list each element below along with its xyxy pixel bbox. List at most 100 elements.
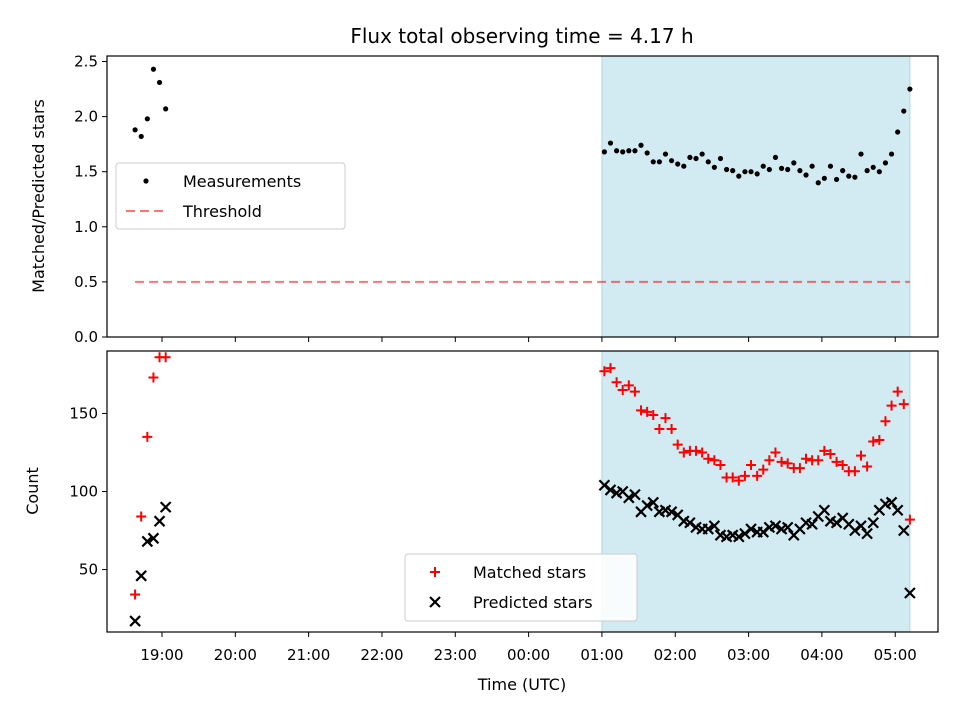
matched-star-point bbox=[605, 363, 616, 374]
measurement-point bbox=[730, 168, 736, 174]
matched-star-point bbox=[794, 463, 805, 474]
measurement-point bbox=[772, 154, 779, 160]
legend-predicted-marker bbox=[429, 596, 441, 608]
matched-star-point bbox=[758, 464, 769, 475]
legend-threshold-label: Threshold bbox=[182, 202, 262, 221]
ratio-panel: 0.0 0.5 1.0 1.5 2.0 2.5 Matched/Predicted sta… bbox=[29, 53, 939, 346]
measurement-point bbox=[144, 116, 150, 122]
measurement-point bbox=[803, 172, 809, 178]
matched-star-point bbox=[880, 416, 891, 427]
predicted-star-point bbox=[891, 504, 904, 517]
legend-box bbox=[115, 162, 346, 230]
predicted-star-point bbox=[702, 523, 715, 535]
predicted-star-point bbox=[623, 491, 635, 504]
measurement-point bbox=[687, 154, 693, 160]
measurement-point bbox=[888, 151, 895, 157]
matched-star-point bbox=[856, 450, 867, 461]
predicted-star-point bbox=[867, 516, 880, 529]
matched-star-point bbox=[697, 447, 708, 458]
matched-star-point bbox=[868, 436, 879, 447]
measurement-point bbox=[675, 161, 681, 167]
xtick-label: 19:00 bbox=[140, 646, 183, 664]
measurement-point bbox=[901, 108, 907, 114]
predicted-star-point bbox=[129, 615, 141, 627]
xtick-label: 01:00 bbox=[580, 646, 623, 664]
measurement-point bbox=[150, 66, 157, 72]
matched-star-point bbox=[849, 466, 860, 477]
matched-star-point bbox=[746, 459, 757, 470]
matched-star-point bbox=[642, 406, 653, 417]
matched-star-point bbox=[715, 459, 726, 470]
predicted-star-point bbox=[647, 496, 660, 509]
measurement-point bbox=[870, 164, 876, 170]
matched-star-point bbox=[709, 455, 720, 466]
legend-measurements-marker bbox=[143, 178, 149, 184]
measurement-point bbox=[736, 173, 742, 179]
legend-matched-marker bbox=[430, 567, 440, 577]
count-ytick-label: 100 bbox=[69, 483, 98, 501]
legend-measurements-label: Measurements bbox=[183, 172, 301, 191]
predicted-star-point bbox=[855, 520, 867, 532]
predicted-star-point bbox=[898, 524, 910, 537]
xtick-label: 20:00 bbox=[214, 646, 257, 664]
measurement-point bbox=[138, 133, 144, 140]
legend-matched-label: Matched stars bbox=[473, 563, 586, 582]
predicted-star-point bbox=[604, 484, 617, 496]
measurement-point bbox=[613, 148, 620, 154]
predicted-star-point bbox=[159, 501, 172, 513]
matched-star-point bbox=[862, 461, 873, 472]
predicted-star-point bbox=[665, 506, 678, 518]
matched-star-point bbox=[825, 449, 836, 460]
predicted-star-point bbox=[153, 515, 166, 527]
measurement-point bbox=[632, 148, 638, 154]
measurement-point bbox=[760, 163, 766, 169]
matched-star-point bbox=[636, 405, 647, 416]
measurement-point bbox=[907, 86, 913, 92]
measurement-point bbox=[882, 160, 889, 166]
shaded-interval bbox=[601, 351, 910, 632]
ratio-ytick-label: 0.0 bbox=[74, 328, 98, 346]
matched-star-point bbox=[819, 445, 830, 456]
matched-star-point bbox=[776, 456, 787, 467]
matched-star-point bbox=[898, 399, 909, 410]
measurement-point bbox=[846, 173, 852, 179]
xtick-label: 05:00 bbox=[874, 646, 917, 664]
measurement-point bbox=[895, 129, 901, 135]
xtick-label: 23:00 bbox=[434, 646, 477, 664]
matched-star-point bbox=[142, 431, 153, 442]
measurement-point bbox=[827, 163, 834, 169]
matched-star-point bbox=[160, 352, 171, 363]
measurement-point bbox=[626, 148, 632, 154]
matched-star-point bbox=[691, 445, 702, 456]
measurement-point bbox=[132, 127, 138, 133]
measurement-point bbox=[644, 150, 650, 156]
measurement-point bbox=[607, 140, 614, 146]
predicted-star-point bbox=[135, 570, 147, 582]
measurement-point bbox=[797, 168, 803, 174]
matched-star-point bbox=[782, 458, 793, 469]
predicted-star-point bbox=[733, 530, 745, 543]
ratio-legend: Measurements Threshold bbox=[115, 162, 346, 230]
predicted-star-point bbox=[781, 521, 794, 534]
measurement-point bbox=[742, 169, 748, 175]
measurement-point bbox=[785, 166, 791, 173]
measurement-point bbox=[668, 158, 675, 164]
measurement-point bbox=[858, 151, 864, 157]
matched-star-point bbox=[654, 424, 665, 435]
predicted-star-point bbox=[629, 488, 641, 501]
predicted-star-point bbox=[885, 496, 898, 509]
ratio-ytick-label: 1.0 bbox=[74, 218, 98, 236]
measurement-point bbox=[852, 174, 858, 180]
measurement-point bbox=[711, 164, 717, 170]
measurement-point bbox=[840, 168, 846, 174]
count-legend: Matched stars Predicted stars bbox=[404, 553, 638, 622]
measurement-point bbox=[821, 175, 827, 181]
ratio-ytick-label: 2.0 bbox=[74, 108, 98, 126]
matched-star-point bbox=[892, 386, 903, 397]
xtick-label: 21:00 bbox=[287, 646, 330, 664]
measurement-point bbox=[864, 168, 870, 174]
predicted-star-point bbox=[904, 587, 916, 599]
ratio-ytick-label: 1.5 bbox=[74, 163, 98, 181]
matched-star-point bbox=[739, 470, 750, 481]
matched-star-point bbox=[886, 400, 897, 411]
